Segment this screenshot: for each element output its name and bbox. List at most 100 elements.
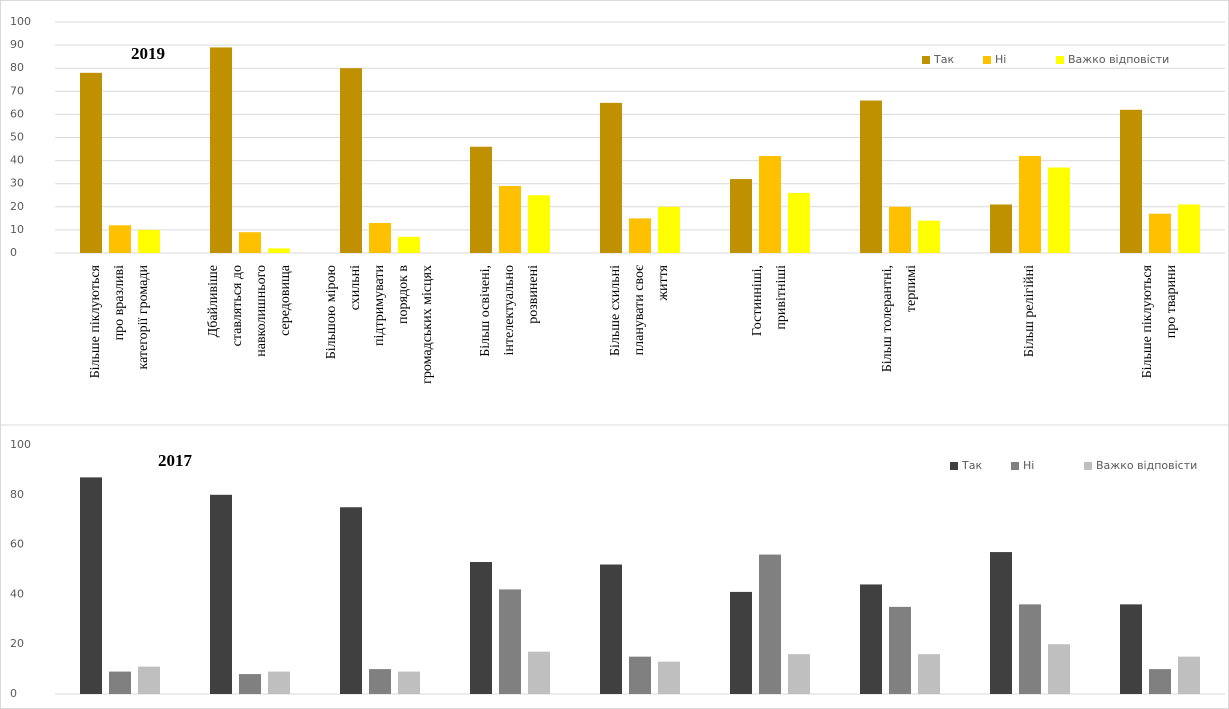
bar bbox=[210, 47, 232, 253]
bar bbox=[80, 477, 102, 694]
bar bbox=[369, 669, 391, 694]
legend-label: Важко відповісти bbox=[1096, 459, 1197, 472]
y-tick-label: 80 bbox=[10, 488, 24, 501]
x-tick-label: Більш толерантні, bbox=[880, 265, 895, 372]
bar bbox=[658, 206, 680, 253]
legend-label: Ні bbox=[995, 53, 1006, 66]
bar bbox=[138, 666, 160, 694]
x-tick-label: розвинені bbox=[526, 265, 541, 324]
x-tick-label: Дбайливіше bbox=[206, 265, 221, 337]
bar bbox=[1120, 604, 1142, 694]
x-tick-label: інтелектуально bbox=[502, 265, 517, 355]
legend-label: Так bbox=[961, 459, 982, 472]
bar bbox=[759, 554, 781, 694]
bar bbox=[759, 155, 781, 253]
x-tick-label: ставляться до bbox=[230, 265, 245, 346]
legend-swatch bbox=[1056, 56, 1064, 64]
bar bbox=[918, 654, 940, 694]
bar bbox=[730, 591, 752, 694]
bar bbox=[470, 562, 492, 694]
y-tick-label: 100 bbox=[10, 15, 31, 28]
x-tick-label: Гостинніші, bbox=[750, 265, 765, 336]
bar bbox=[499, 589, 521, 694]
bar bbox=[398, 236, 420, 253]
legend-swatch bbox=[983, 56, 991, 64]
legend-label: Так bbox=[933, 53, 954, 66]
legend-label: Важко відповісти bbox=[1068, 53, 1169, 66]
x-tick-label: про тварини bbox=[1164, 265, 1179, 339]
bar bbox=[629, 656, 651, 694]
chart-title: 2019 bbox=[131, 44, 165, 63]
bar bbox=[629, 218, 651, 253]
bar bbox=[600, 564, 622, 694]
y-tick-label: 0 bbox=[10, 687, 17, 700]
x-tick-label: життя bbox=[656, 264, 671, 301]
y-tick-label: 40 bbox=[10, 587, 24, 600]
bar bbox=[268, 248, 290, 253]
x-tick-label: громадських місцях bbox=[420, 265, 435, 384]
y-tick-label: 0 bbox=[10, 246, 17, 259]
y-tick-label: 20 bbox=[10, 200, 24, 213]
bar bbox=[109, 671, 131, 694]
x-tick-label: Більше піклуються bbox=[1140, 264, 1155, 378]
y-tick-label: 50 bbox=[10, 131, 24, 144]
bar bbox=[860, 584, 882, 694]
bar bbox=[470, 146, 492, 253]
bar bbox=[1149, 669, 1171, 694]
bar bbox=[889, 606, 911, 694]
x-tick-label: навколишнього bbox=[254, 265, 269, 357]
bar bbox=[528, 651, 550, 694]
bar bbox=[239, 232, 261, 253]
bar bbox=[990, 204, 1012, 253]
x-tick-label: категорії громади bbox=[136, 264, 151, 369]
bar bbox=[340, 507, 362, 694]
bar bbox=[138, 229, 160, 253]
bar bbox=[398, 671, 420, 694]
bar bbox=[499, 186, 521, 253]
bar bbox=[1178, 656, 1200, 694]
x-tick-label: підтримувати bbox=[372, 265, 387, 347]
bar bbox=[658, 661, 680, 694]
bar bbox=[1019, 604, 1041, 694]
legend-swatch bbox=[922, 56, 930, 64]
y-tick-label: 20 bbox=[10, 637, 24, 650]
chart-title: 2017 bbox=[158, 451, 193, 470]
bar bbox=[990, 552, 1012, 694]
bar bbox=[80, 72, 102, 253]
bar bbox=[340, 68, 362, 253]
bar bbox=[1149, 213, 1171, 253]
bar bbox=[1178, 204, 1200, 253]
y-tick-label: 70 bbox=[10, 84, 24, 97]
bar bbox=[109, 225, 131, 253]
bar bbox=[369, 222, 391, 253]
x-tick-label: про вразливі bbox=[112, 265, 127, 340]
y-tick-label: 60 bbox=[10, 538, 24, 551]
bar bbox=[860, 100, 882, 253]
x-tick-label: Більшою мірою bbox=[324, 265, 339, 359]
bar bbox=[239, 674, 261, 694]
y-tick-label: 80 bbox=[10, 61, 24, 74]
bar bbox=[1120, 109, 1142, 253]
x-tick-label: терпимі bbox=[904, 265, 919, 312]
x-tick-label: порядок в bbox=[396, 265, 411, 324]
bar bbox=[528, 195, 550, 253]
bar bbox=[1048, 644, 1070, 694]
x-tick-label: привітніші bbox=[774, 265, 789, 330]
legend-swatch bbox=[1084, 462, 1092, 470]
legend-label: Ні bbox=[1023, 459, 1034, 472]
x-tick-label: Більше схильні bbox=[608, 265, 623, 356]
bar bbox=[918, 220, 940, 253]
y-tick-label: 30 bbox=[10, 177, 24, 190]
bar bbox=[1048, 167, 1070, 253]
bar bbox=[210, 494, 232, 694]
x-tick-label: Більше піклуються bbox=[88, 264, 103, 378]
legend-swatch bbox=[950, 462, 958, 470]
bar bbox=[889, 206, 911, 253]
x-tick-label: Більш релігійні bbox=[1022, 265, 1037, 357]
y-tick-label: 40 bbox=[10, 154, 24, 167]
bar bbox=[268, 671, 290, 694]
legend-swatch bbox=[1011, 462, 1019, 470]
x-tick-label: Більш освічені, bbox=[478, 265, 493, 357]
x-tick-label: планувати своє bbox=[632, 265, 647, 355]
